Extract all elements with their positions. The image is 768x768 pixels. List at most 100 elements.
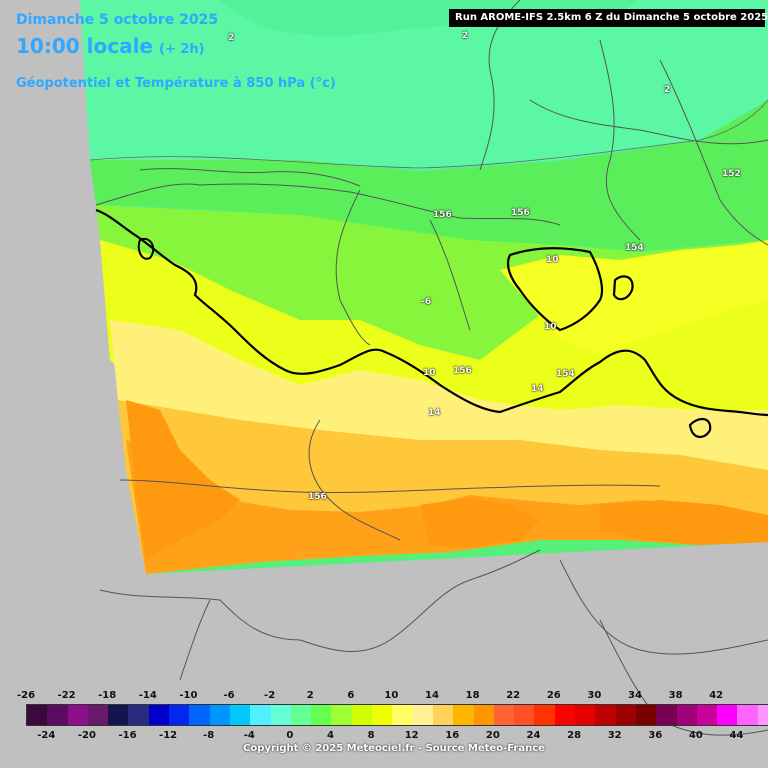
scale-swatch: [737, 705, 758, 725]
scale-swatch: [311, 705, 332, 725]
scale-tick-label: -4: [243, 730, 255, 741]
scale-tick-label: 14: [425, 690, 439, 701]
scale-swatch: [331, 705, 352, 725]
scale-swatch: [717, 705, 738, 725]
scale-tick-label: 36: [648, 730, 663, 741]
scale-tick-label: 22: [506, 690, 521, 701]
scale-tick-label: -14: [138, 690, 157, 701]
scale-swatch: [757, 705, 768, 725]
scale-swatch: [27, 705, 48, 725]
offset-text: (+ 2h): [159, 42, 205, 57]
contour-label: 152: [722, 169, 741, 179]
scale-swatch: [412, 705, 433, 725]
scale-tick-label: -10: [179, 690, 198, 701]
scale-swatch: [392, 705, 413, 725]
scale-swatch: [108, 705, 129, 725]
scale-swatch: [534, 705, 555, 725]
scale-swatch: [432, 705, 454, 725]
scale-swatch: [514, 705, 535, 725]
scale-swatch: [635, 705, 657, 725]
contour-label: 14: [531, 384, 544, 394]
contour-label: 2: [664, 85, 671, 95]
scale-tick-label: 10: [384, 690, 399, 701]
scale-swatch: [676, 705, 697, 725]
scale-swatch: [169, 705, 190, 725]
scale-tick-label: 8: [367, 730, 375, 741]
scale-tick-label: 44: [729, 730, 744, 741]
scale-swatch: [453, 705, 474, 725]
copyright: Copyright © 2025 Meteociel.fr - Source M…: [243, 743, 545, 754]
scale-tick-label: 34: [628, 690, 642, 701]
scale-tick-label: 26: [546, 690, 561, 701]
scale-swatch: [372, 705, 393, 725]
scale-tick-label: -6: [223, 690, 235, 701]
time-line: 10:00 locale (+ 2h): [16, 34, 205, 58]
green-zone: [90, 100, 768, 250]
scale-swatch: [148, 705, 170, 725]
contour-label: 2: [462, 31, 469, 41]
scale-tick-label: 12: [404, 730, 419, 741]
scale-tick-label: 6: [347, 690, 355, 701]
scale-swatch: [209, 705, 230, 725]
scale-tick-label: -24: [37, 730, 56, 741]
scale-tick-label: -22: [57, 690, 76, 701]
scale-tick-label: 4: [327, 730, 334, 741]
contour-label: 156: [453, 366, 472, 376]
scale-swatch: [290, 705, 312, 725]
scale-tick-label: -2: [264, 690, 276, 701]
contour-label: 154: [625, 243, 644, 253]
scale-tick-label: 18: [465, 690, 480, 701]
scale-tick-label: -12: [159, 730, 178, 741]
scale-swatch: [575, 705, 596, 725]
scale-swatch: [473, 705, 494, 725]
scale-swatch: [595, 705, 616, 725]
isotherm-10: [95, 208, 768, 417]
scale-tick-label: 28: [567, 730, 582, 741]
contour-label: 156: [308, 492, 327, 502]
scale-tick-label: 38: [668, 690, 683, 701]
parameter-title: Géopotentiel et Température à 850 hPa (°…: [16, 76, 336, 91]
scale-tick-label: 24: [526, 730, 541, 741]
scale-tick-label: 2: [306, 690, 314, 701]
scale-tick-label: 16: [445, 730, 460, 741]
contour-label: 10: [546, 255, 559, 265]
scale-swatch: [615, 705, 636, 725]
scale-tick-label: 30: [587, 690, 602, 701]
scale-swatch: [554, 705, 576, 725]
scale-tick-label: 20: [485, 730, 500, 741]
scale-tick-label: -20: [77, 730, 96, 741]
scale-tick-label: -18: [98, 690, 117, 701]
contour-label: 156: [511, 208, 530, 218]
contour-label: 14: [428, 408, 441, 418]
scale-tick-label: -8: [203, 730, 215, 741]
contour-label: 10: [544, 322, 557, 332]
scale-swatch: [250, 705, 271, 725]
scale-swatch: [656, 705, 677, 725]
contour-label: 2: [228, 33, 235, 43]
scale-tick-label: 0: [286, 730, 294, 741]
teal-zone: [80, 0, 768, 170]
scale-tick-label: -26: [16, 690, 36, 701]
temperature-color-scale: [26, 704, 768, 726]
scale-tick-label: 42: [709, 690, 724, 701]
scale-swatch: [47, 705, 68, 725]
scale-tick-label: -16: [118, 730, 137, 741]
scale-swatch: [493, 705, 515, 725]
scale-tick-label: 40: [688, 730, 703, 741]
scale-tick-label: 32: [607, 730, 622, 741]
contour-label: 156: [433, 210, 452, 220]
scale-swatch: [696, 705, 718, 725]
scale-swatch: [270, 705, 291, 725]
scale-swatch: [128, 705, 149, 725]
date-line: Dimanche 5 octobre 2025: [16, 12, 219, 28]
contour-label: -6: [421, 297, 431, 307]
contour-label: 10: [423, 368, 436, 378]
scale-swatch: [229, 705, 251, 725]
contour-label: 154: [556, 369, 575, 379]
scale-swatch: [351, 705, 373, 725]
run-info: Run AROME-IFS 2.5km 6 Z du Dimanche 5 oc…: [449, 9, 768, 27]
scale-swatch: [87, 705, 109, 725]
scale-swatch: [67, 705, 88, 725]
scale-swatch: [189, 705, 210, 725]
